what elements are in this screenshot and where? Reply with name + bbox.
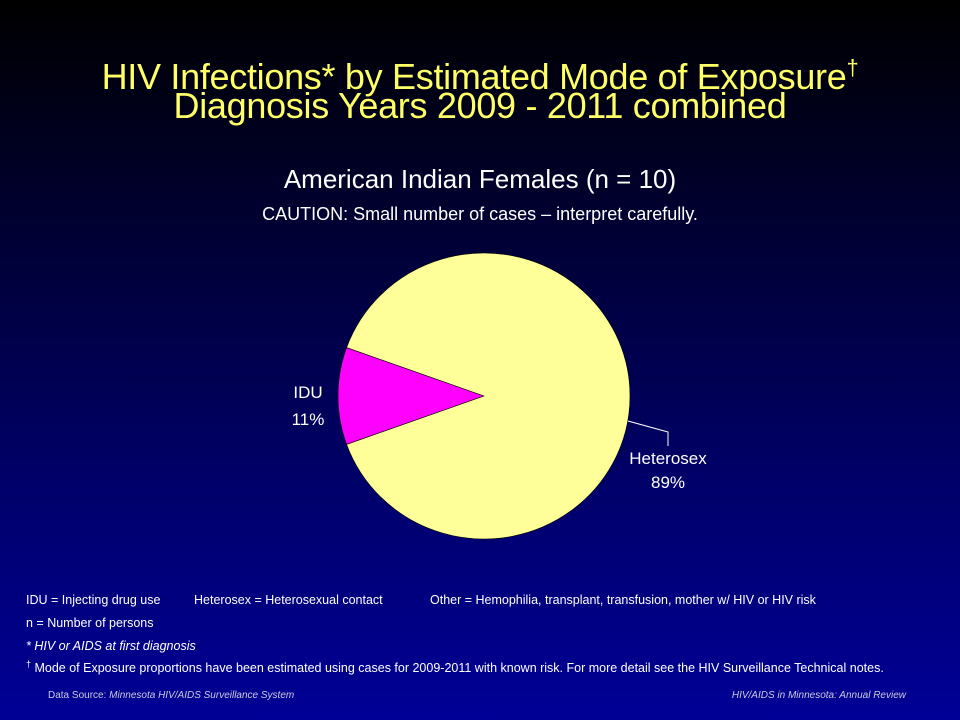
- idu-definition: IDU = Injecting drug use: [26, 593, 161, 607]
- pie-slice-heterosex: [346, 252, 631, 540]
- slice-value-idu: 11%: [292, 410, 325, 429]
- slice-label-idu: IDU: [293, 383, 322, 402]
- data-source-footer: Data Source: Minnesota HIV/AIDS Surveill…: [48, 690, 295, 701]
- n-definition: n = Number of persons: [26, 616, 154, 630]
- pie-slice-idu: [337, 347, 485, 445]
- hiv-footnote: * HIV or AIDS at first diagnosis: [26, 639, 196, 653]
- chart-title-line1: HIV Infections* by Estimated Mode of Exp…: [101, 55, 859, 97]
- chart-title-line2: Diagnosis Years 2009 - 2011 combined: [173, 85, 787, 126]
- chart-subtitle: American Indian Females (n = 10): [283, 164, 677, 194]
- heterosex-definition: Heterosex = Heterosexual contact: [194, 593, 383, 607]
- mode-footnote: † Mode of Exposure proportions have been…: [26, 659, 884, 676]
- report-name-footer: HIV/AIDS in Minnesota: Annual Review: [731, 690, 906, 701]
- caution-text: CAUTION: Small number of cases – interpr…: [262, 204, 698, 224]
- slice-label-heterosex: Heterosex: [629, 449, 707, 468]
- slice-value-heterosex: 89%: [651, 473, 685, 492]
- leader-line-heterosex: [627, 420, 669, 446]
- other-definition: Other = Hemophilia, transplant, transfus…: [430, 593, 816, 607]
